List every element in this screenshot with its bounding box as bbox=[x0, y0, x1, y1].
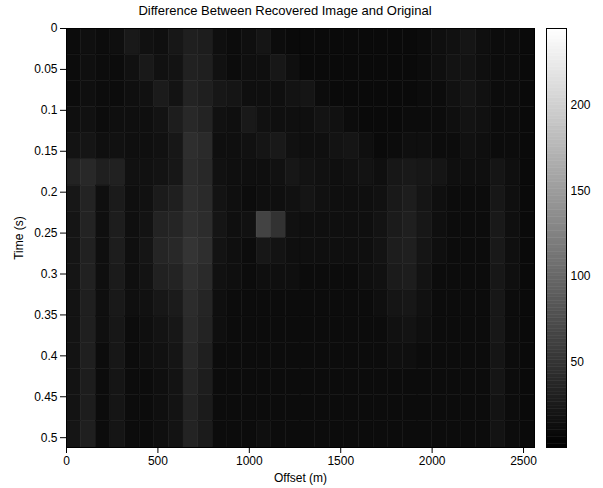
svg-text:150: 150 bbox=[571, 184, 591, 198]
html-text:Difference Between Recovered I: Difference Between Recovered Image and O… bbox=[138, 3, 432, 18]
svg-text:0.05: 0.05 bbox=[34, 62, 58, 76]
svg-text:0.25: 0.25 bbox=[34, 226, 58, 240]
svg-text:0.3: 0.3 bbox=[41, 267, 58, 281]
svg-text:0.5: 0.5 bbox=[41, 431, 58, 445]
svg-text:0.1: 0.1 bbox=[41, 103, 58, 117]
svg-text:0.35: 0.35 bbox=[34, 308, 58, 322]
svg-text:1500: 1500 bbox=[327, 454, 354, 468]
svg-text:Time (s): Time (s) bbox=[12, 216, 26, 260]
svg-text:0.45: 0.45 bbox=[34, 390, 58, 404]
svg-text:0: 0 bbox=[63, 454, 70, 468]
svg-text:0.2: 0.2 bbox=[41, 185, 58, 199]
svg-text:0: 0 bbox=[51, 22, 58, 35]
svg-text:Offset (m): Offset (m) bbox=[274, 471, 327, 485]
svg-text:1000: 1000 bbox=[236, 454, 263, 468]
svg-text:2500: 2500 bbox=[510, 454, 537, 468]
svg-text:200: 200 bbox=[571, 98, 591, 112]
svg-text:50: 50 bbox=[571, 355, 585, 369]
svg-text:0.4: 0.4 bbox=[41, 349, 58, 363]
svg-text:500: 500 bbox=[148, 454, 168, 468]
svg-text:0.15: 0.15 bbox=[34, 144, 58, 158]
svg-text:2000: 2000 bbox=[419, 454, 446, 468]
svg-text:100: 100 bbox=[571, 269, 591, 283]
